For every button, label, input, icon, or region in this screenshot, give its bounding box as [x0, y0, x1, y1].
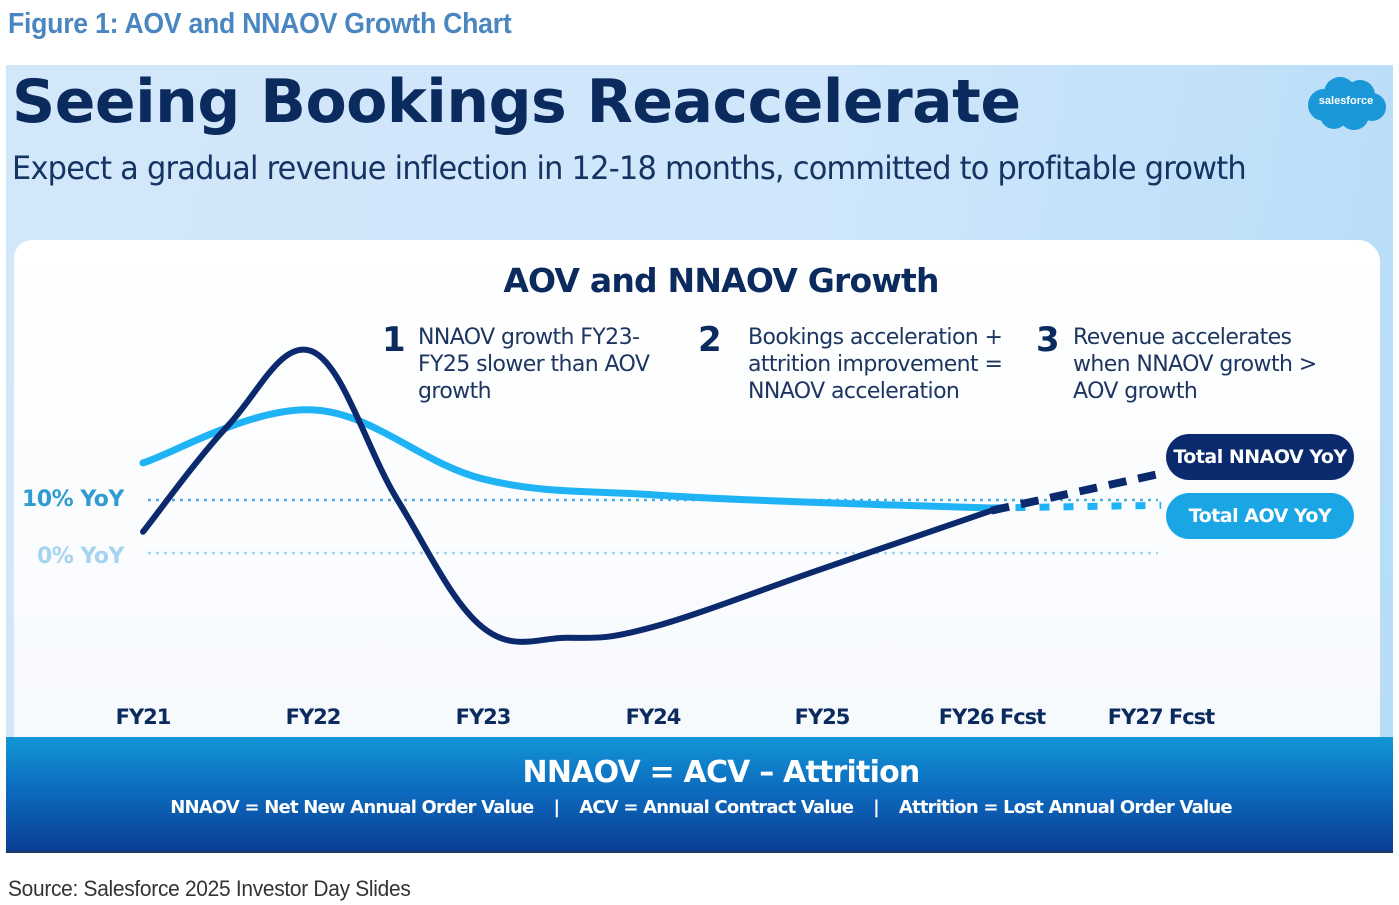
definition-nnaov: NNAOV = Net New Annual Order Value: [170, 797, 534, 818]
chart-card: [14, 240, 1380, 780]
slide: Seeing Bookings Reaccelerate Expect a gr…: [6, 65, 1393, 852]
cloud-icon: [1308, 77, 1386, 130]
definition-attrition: Attrition = Lost Annual Order Value: [898, 797, 1233, 818]
series-forecast-aov: [991, 501, 1162, 512]
note-text: NNAOV growth FY23- FY25 slower than AOV …: [418, 325, 650, 404]
separator: |: [873, 797, 880, 818]
y-ref-label-10: 10% YoY: [22, 487, 124, 512]
salesforce-logo: salesforce: [1304, 75, 1388, 133]
divider: [6, 851, 1393, 853]
note-text: Revenue accelerates when NNAOV growth > …: [1073, 325, 1317, 404]
series-line-nnaov: [140, 346, 995, 645]
x-tick-label: FY25: [794, 705, 851, 729]
x-tick-label: FY23: [455, 705, 512, 729]
definitions: NNAOV = Net New Annual Order Value | ACV =…: [6, 797, 1393, 818]
chart-title: AOV and NNAOV Growth: [503, 261, 939, 300]
figure-caption: Figure 1: AOV and NNAOV Growth Chart: [8, 8, 512, 40]
legend-aov: Total AOV YoY: [1166, 493, 1354, 539]
logo-text: salesforce: [1318, 95, 1374, 107]
source-note: Source: Salesforce 2025 Investor Day Sli…: [8, 876, 411, 901]
x-tick-label: FY24: [625, 705, 682, 729]
slide-subtitle: Expect a gradual revenue inflection in 1…: [12, 149, 1247, 187]
note-number: 1: [382, 320, 406, 360]
x-tick-label: FY27 Fcst: [1107, 705, 1215, 729]
formula: NNAOV = ACV – Attrition: [522, 755, 921, 790]
separator: |: [553, 797, 560, 818]
note-number: 2: [698, 320, 722, 360]
definition-acv: ACV = Annual Contract Value: [579, 797, 854, 818]
note-text: Bookings acceleration + attrition improv…: [748, 325, 1003, 404]
x-tick-label: FY26 Fcst: [938, 705, 1046, 729]
data-point-nnaov: [1161, 473, 1162, 474]
series-line-aov: [139, 406, 995, 512]
y-ref-label-0: 0% YoY: [37, 544, 124, 569]
line-chart: [139, 346, 1163, 645]
formula-footer: NNAOV = ACV – Attrition NNAOV = Net New …: [6, 737, 1393, 852]
x-tick-label: FY22: [285, 705, 342, 729]
legend-nnaov: Total NNAOV YoY: [1166, 434, 1354, 480]
note-number: 3: [1036, 320, 1060, 360]
x-tick-label: FY21: [115, 705, 172, 729]
slide-title: Seeing Bookings Reaccelerate: [12, 67, 1021, 137]
